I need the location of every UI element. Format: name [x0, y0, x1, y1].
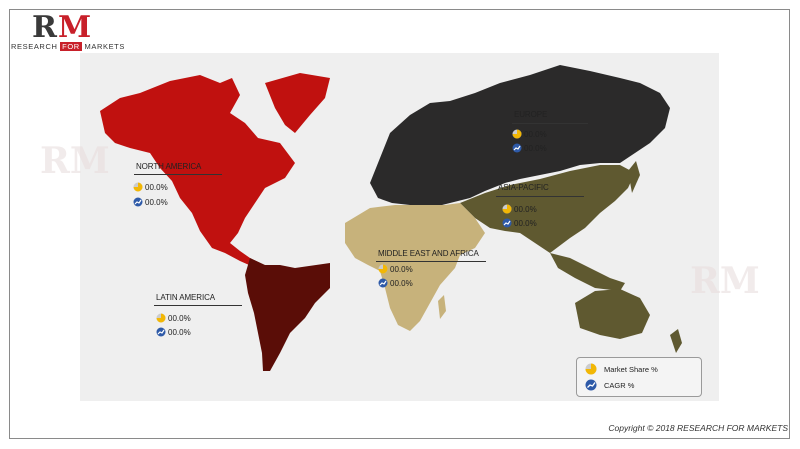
logo-tagline-pre: RESEARCH — [11, 42, 61, 51]
logo-letter-r: R — [32, 10, 58, 45]
north-america-cagr-value: 00.0% — [145, 197, 168, 207]
legend-cagr: CAGR % — [585, 379, 634, 391]
asia-pacific-cagr: 00.0% — [502, 218, 537, 228]
asia-pacific-region — [460, 165, 635, 253]
copyright-text: Copyright © 2018 RESEARCH FOR MARKETS — [608, 423, 788, 433]
pie-chart-icon — [502, 204, 512, 214]
growth-chart-icon — [133, 197, 143, 207]
europe-cagr-value: 00.0% — [524, 143, 547, 153]
japan-region — [628, 161, 640, 193]
logo-tagline: RESEARCH FOR MARKETS — [11, 42, 125, 51]
growth-chart-icon — [378, 278, 388, 288]
region-rule-north-america — [134, 174, 222, 175]
new-zealand-region — [670, 329, 682, 353]
asia-pacific-cagr-value: 00.0% — [514, 218, 537, 228]
latin-america-market-share: 00.0% — [156, 313, 191, 323]
region-label-middle-east-africa: MIDDLE EAST AND AFRICA — [378, 249, 479, 258]
region-rule-asia-pacific — [496, 196, 584, 197]
logo-tagline-highlight: FOR — [60, 42, 82, 51]
middle-east-africa-market-share: 00.0% — [378, 264, 413, 274]
middle-east-africa-cagr-value: 00.0% — [390, 278, 413, 288]
pie-chart-icon — [585, 363, 597, 375]
pie-chart-icon — [378, 264, 388, 274]
latin-america-market-share-value: 00.0% — [168, 313, 191, 323]
europe-market-share: 00.0% — [512, 129, 547, 139]
report-frame — [9, 9, 790, 439]
map-legend: Market Share % CAGR % — [576, 357, 702, 397]
europe-market-share-value: 00.0% — [524, 129, 547, 139]
legend-cagr-label: CAGR % — [604, 380, 635, 390]
region-label-europe: EUROPE — [514, 110, 548, 119]
australia-region — [575, 289, 650, 339]
north-america-region — [100, 75, 295, 268]
legend-market-share: Market Share % — [585, 363, 658, 375]
logo-letter-m: M — [57, 10, 93, 45]
southeast-asia-region — [550, 253, 625, 291]
madagascar-region — [438, 295, 446, 319]
region-label-asia-pacific: ASIA-PACIFIC — [498, 183, 549, 192]
growth-chart-icon — [502, 218, 512, 228]
growth-chart-icon — [585, 379, 597, 391]
legend-market-share-label: Market Share % — [604, 364, 658, 374]
growth-chart-icon — [512, 143, 522, 153]
north-america-market-share: 00.0% — [133, 182, 168, 192]
logo-tagline-post: MARKETS — [81, 42, 125, 51]
watermark-logo-left: RM — [40, 140, 110, 182]
region-label-latin-america: LATIN AMERICA — [156, 293, 216, 302]
world-map-panel — [80, 53, 719, 401]
logo-mark: RM — [32, 13, 92, 43]
pie-chart-icon — [156, 313, 166, 323]
north-america-market-share-value: 00.0% — [145, 182, 168, 192]
latin-america-cagr: 00.0% — [156, 327, 191, 337]
middle-east-africa-market-share-value: 00.0% — [390, 264, 413, 274]
region-rule-middle-east-africa — [376, 261, 486, 262]
latin-america-region — [245, 258, 330, 371]
middle-east-africa-region — [345, 203, 485, 331]
north-america-cagr: 00.0% — [133, 197, 168, 207]
company-logo: RM RESEARCH FOR MARKETS — [10, 13, 150, 53]
asia-pacific-market-share: 00.0% — [502, 204, 537, 214]
asia-pacific-market-share-value: 00.0% — [514, 204, 537, 214]
growth-chart-icon — [156, 327, 166, 337]
region-rule-europe — [512, 123, 588, 124]
greenland-region — [265, 73, 330, 133]
region-label-north-america: NORTH AMERICA — [136, 162, 202, 171]
middle-east-africa-cagr: 00.0% — [378, 278, 413, 288]
world-map — [100, 65, 682, 371]
latin-america-cagr-value: 00.0% — [168, 327, 191, 337]
region-rule-latin-america — [154, 305, 242, 306]
pie-chart-icon — [133, 182, 143, 192]
pie-chart-icon — [512, 129, 522, 139]
europe-cagr: 00.0% — [512, 143, 547, 153]
watermark-logo-right: RM — [690, 260, 760, 302]
